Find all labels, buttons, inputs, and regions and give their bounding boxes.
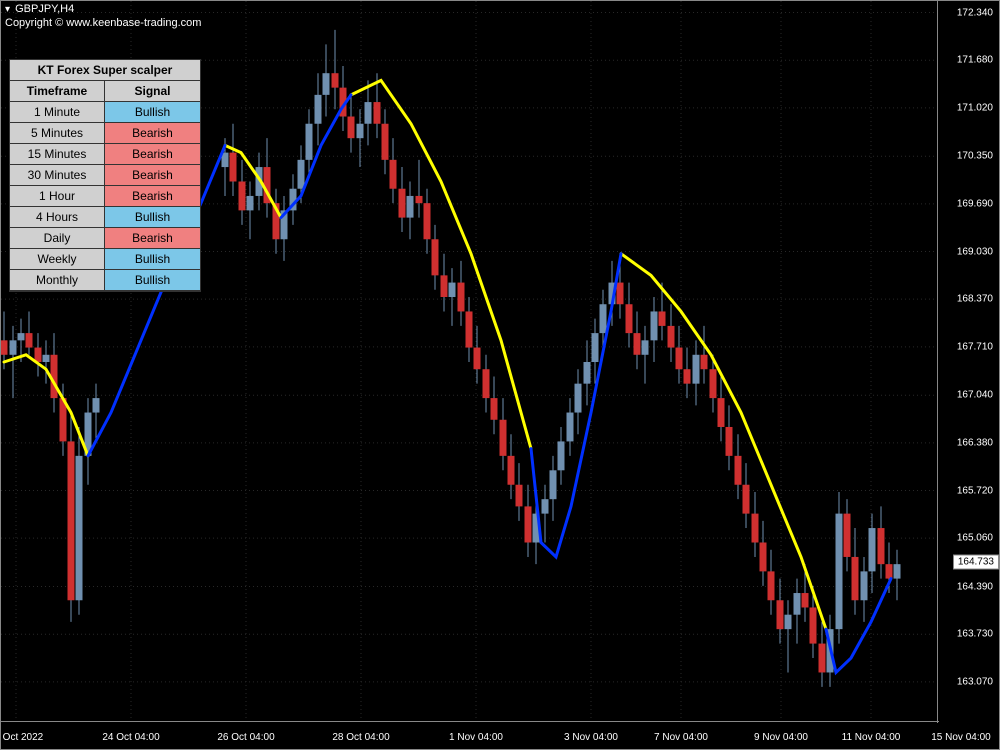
- y-tick-label: 163.070: [957, 676, 993, 687]
- x-tick-label: 3 Nov 04:00: [564, 732, 618, 743]
- y-tick-label: 168.370: [957, 294, 993, 305]
- x-tick-label: 9 Nov 04:00: [754, 732, 808, 743]
- timeframe-cell: 5 Minutes: [10, 123, 105, 144]
- x-tick-label: 7 Nov 04:00: [654, 732, 708, 743]
- x-tick-label: 20 Oct 2022: [0, 732, 43, 743]
- signal-rows: 1 MinuteBullish5 MinutesBearish15 Minute…: [10, 102, 200, 291]
- timeframe-cell: 30 Minutes: [10, 165, 105, 186]
- timeframe-cell: Weekly: [10, 249, 105, 270]
- y-tick-label: 166.380: [957, 437, 993, 448]
- y-tick-label: 165.720: [957, 485, 993, 496]
- y-tick-label: 163.730: [957, 629, 993, 640]
- signal-cell: Bullish: [105, 270, 200, 291]
- signal-row: WeeklyBullish: [10, 249, 200, 270]
- y-tick-label: 170.350: [957, 151, 993, 162]
- y-tick-label: 164.390: [957, 581, 993, 592]
- x-axis: 20 Oct 2022 24 Oct 04:00 26 Oct 04:00 28 Oc…: [1, 721, 939, 749]
- signal-row: 15 MinutesBearish: [10, 144, 200, 165]
- x-tick-label: 24 Oct 04:00: [102, 732, 159, 743]
- signal-row: MonthlyBullish: [10, 270, 200, 291]
- y-tick-label: 167.040: [957, 390, 993, 401]
- signal-cell: Bearish: [105, 144, 200, 165]
- y-tick-label: 171.680: [957, 55, 993, 66]
- signal-row: 30 MinutesBearish: [10, 165, 200, 186]
- y-tick-label: 167.710: [957, 341, 993, 352]
- signal-cell: Bearish: [105, 165, 200, 186]
- timeframe-cell: Monthly: [10, 270, 105, 291]
- signal-table-header: Timeframe Signal: [10, 81, 200, 102]
- y-tick-label: 169.030: [957, 246, 993, 257]
- timeframe-cell: Daily: [10, 228, 105, 249]
- signal-row: 1 MinuteBullish: [10, 102, 200, 123]
- signal-cell: Bearish: [105, 228, 200, 249]
- chart-container: ▾ GBPJPY,H4 Copyright © www.keenbase-tra…: [0, 0, 1000, 750]
- x-tick-label: 26 Oct 04:00: [217, 732, 274, 743]
- timeframe-cell: 1 Minute: [10, 102, 105, 123]
- x-tick-label: 1 Nov 04:00: [449, 732, 503, 743]
- signal-table: KT Forex Super scalper Timeframe Signal …: [9, 59, 201, 292]
- signal-header-timeframe: Timeframe: [10, 81, 105, 102]
- signal-row: DailyBearish: [10, 228, 200, 249]
- y-axis: 172.340 171.680 171.020 170.350 169.690 169.0…: [937, 1, 999, 723]
- y-tick-label: 169.690: [957, 198, 993, 209]
- y-tick-label: 171.020: [957, 102, 993, 113]
- signal-row: 5 MinutesBearish: [10, 123, 200, 144]
- signal-cell: Bullish: [105, 207, 200, 228]
- signal-row: 4 HoursBullish: [10, 207, 200, 228]
- signal-cell: Bearish: [105, 123, 200, 144]
- timeframe-cell: 15 Minutes: [10, 144, 105, 165]
- x-tick-label: 11 Nov 04:00: [842, 732, 901, 743]
- signal-header-signal: Signal: [105, 81, 200, 102]
- x-tick-label: 15 Nov 04:00: [931, 732, 991, 743]
- x-tick-label: 28 Oct 04:00: [332, 732, 389, 743]
- y-tick-label: 172.340: [957, 7, 993, 18]
- timeframe-cell: 1 Hour: [10, 186, 105, 207]
- timeframe-cell: 4 Hours: [10, 207, 105, 228]
- signal-row: 1 HourBearish: [10, 186, 200, 207]
- copyright-label: Copyright © www.keenbase-trading.com: [5, 17, 201, 29]
- signal-table-title: KT Forex Super scalper: [10, 60, 200, 81]
- signal-cell: Bullish: [105, 102, 200, 123]
- symbol-label: GBPJPY,H4: [15, 3, 74, 15]
- signal-cell: Bearish: [105, 186, 200, 207]
- dropdown-arrow-icon[interactable]: ▾: [5, 4, 10, 15]
- signal-cell: Bullish: [105, 249, 200, 270]
- current-price-box: 164.733: [953, 554, 999, 569]
- chart-header: ▾ GBPJPY,H4: [5, 3, 74, 15]
- y-tick-label: 165.060: [957, 533, 993, 544]
